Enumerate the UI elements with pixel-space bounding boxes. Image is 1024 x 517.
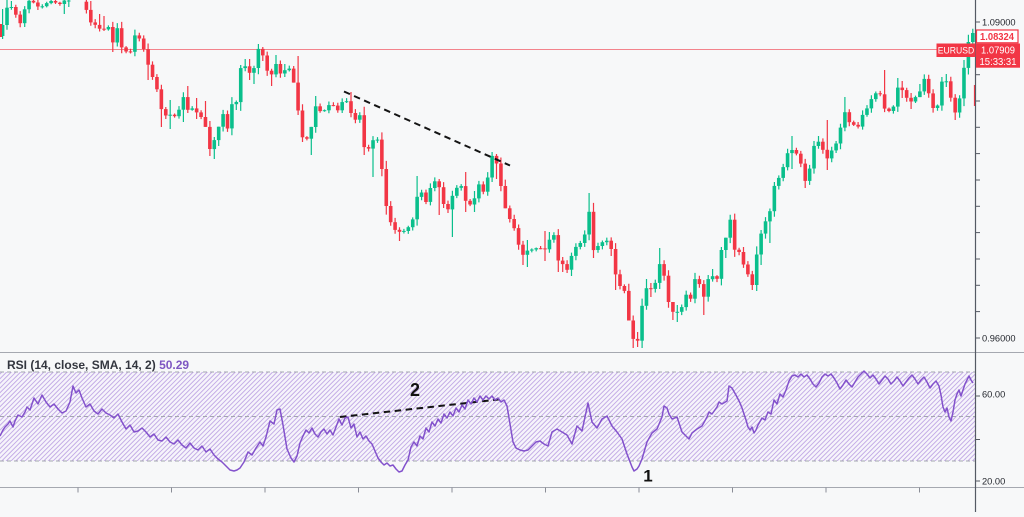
svg-text:1.09000: 1.09000 <box>982 18 1016 28</box>
svg-text:EURUSD: EURUSD <box>938 46 975 57</box>
svg-text:0.96000: 0.96000 <box>982 334 1016 344</box>
svg-text:1: 1 <box>643 467 652 486</box>
svg-text:60.00: 60.00 <box>982 390 1005 400</box>
svg-text:RSI (14, close, SMA, 14, 2) 50: RSI (14, close, SMA, 14, 2) 50.29 <box>7 358 189 372</box>
svg-text:1.08324: 1.08324 <box>980 32 1014 43</box>
svg-text:20.00: 20.00 <box>982 477 1005 487</box>
svg-text:15:33:31: 15:33:31 <box>980 57 1017 68</box>
svg-text:1.07909: 1.07909 <box>981 46 1015 57</box>
svg-text:2: 2 <box>410 380 420 400</box>
